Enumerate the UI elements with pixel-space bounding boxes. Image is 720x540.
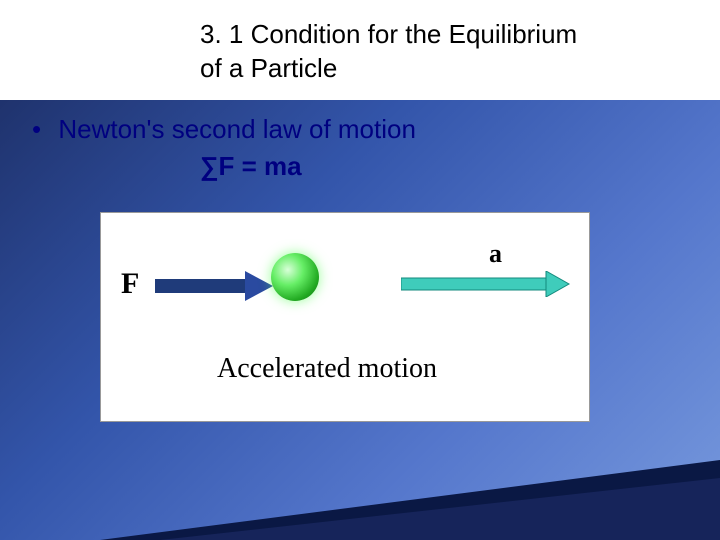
acceleration-label: a (489, 239, 502, 269)
particle-ball-icon (271, 253, 319, 301)
force-label: F (121, 267, 139, 301)
title-banner: 3. 1 Condition for the Equilibrium of a … (0, 0, 720, 100)
equation-text: ∑F = ma (0, 151, 720, 182)
acceleration-arrow-icon (401, 271, 571, 297)
figure-container: F a Accelerated motion (100, 212, 720, 422)
slide-title: 3. 1 Condition for the Equilibrium of a … (200, 18, 690, 86)
force-arrow-icon (155, 271, 275, 301)
bullet-item: • Newton's second law of motion (0, 114, 720, 145)
title-line-1: 3. 1 Condition for the Equilibrium (200, 19, 577, 49)
bullet-dot: • (32, 114, 41, 144)
bullet-text: Newton's second law of motion (58, 114, 416, 144)
title-line-2: of a Particle (200, 53, 337, 83)
figure-caption: Accelerated motion (217, 353, 437, 385)
decorative-corner-mid (160, 478, 720, 540)
physics-figure: F a Accelerated motion (100, 212, 590, 422)
